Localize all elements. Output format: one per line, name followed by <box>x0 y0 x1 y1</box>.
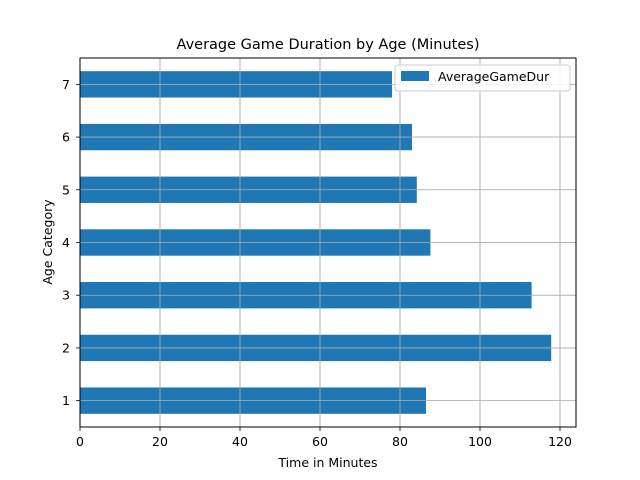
y-axis-ticks: 1 2 3 4 5 6 7 <box>62 77 80 408</box>
x-tick-label: 0 <box>76 434 84 449</box>
x-tick-label: 80 <box>392 434 408 449</box>
y-tick-label: 4 <box>62 235 70 250</box>
x-tick-label: 100 <box>468 434 492 449</box>
legend: AverageGameDur <box>394 64 571 92</box>
y-tick-label: 6 <box>62 130 70 145</box>
x-tick-label: 40 <box>232 434 248 449</box>
x-axis-label: Time in Minutes <box>277 455 377 470</box>
legend-box <box>394 64 571 92</box>
bars <box>79 58 576 427</box>
chart-title: Average Game Duration by Age (Minutes) <box>177 37 480 53</box>
y-tick-label: 5 <box>62 182 70 197</box>
y-axis-label: Age Category <box>40 199 55 285</box>
y-tick-label: 2 <box>62 340 70 355</box>
x-axis-ticks: 0 20 40 60 80 100 120 <box>76 427 572 449</box>
legend-swatch <box>401 71 429 81</box>
y-tick-label: 1 <box>62 393 70 408</box>
y-tick-label: 7 <box>62 77 70 92</box>
x-tick-label: 120 <box>548 434 572 449</box>
legend-label: AverageGameDur <box>438 69 550 84</box>
y-tick-label: 3 <box>62 288 70 303</box>
x-tick-label: 60 <box>312 434 328 449</box>
grid-overlay <box>79 58 576 427</box>
x-tick-label: 20 <box>152 434 168 449</box>
